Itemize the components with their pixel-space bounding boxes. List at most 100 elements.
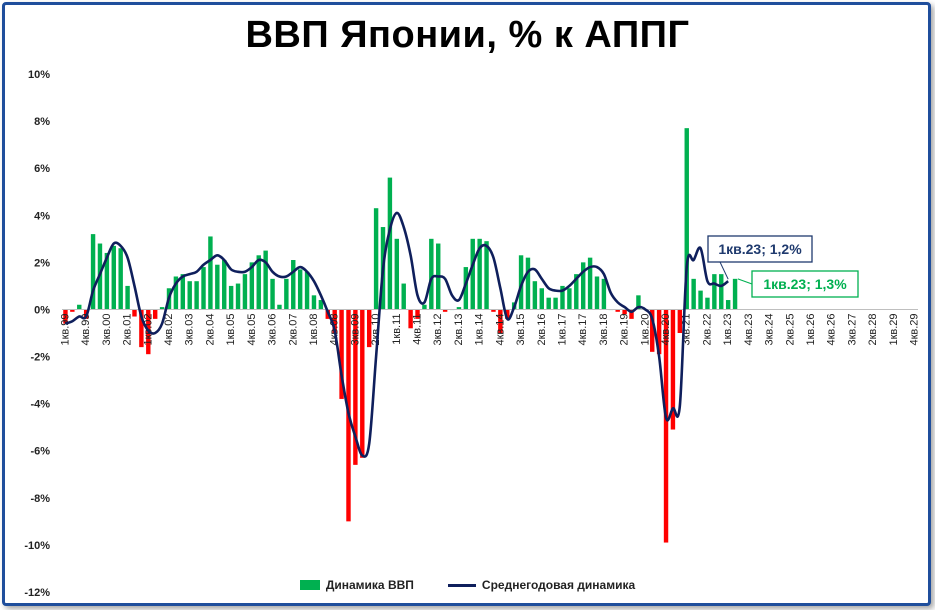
bar: [484, 241, 489, 310]
y-tick-label: -10%: [24, 540, 50, 552]
bar: [201, 267, 206, 310]
bar: [546, 297, 551, 310]
callout-box-bars: [751, 270, 859, 298]
y-tick-label: -12%: [24, 587, 50, 599]
bar: [636, 295, 641, 310]
bar: [601, 278, 607, 310]
bar: [70, 309, 75, 312]
bar: [539, 288, 544, 310]
bar: [125, 285, 130, 310]
x-tick-label: 2кв.25: [784, 313, 796, 345]
y-tick-label: 0%: [34, 304, 50, 316]
x-tick-label: 1кв.05: [225, 313, 237, 345]
bar: [712, 274, 717, 310]
bar: [387, 177, 393, 310]
bar: [491, 309, 496, 312]
bar: [463, 267, 469, 310]
bar: [63, 309, 68, 324]
x-tick-label: 3кв.24: [764, 313, 776, 345]
bar: [194, 281, 199, 310]
x-tick-label: 2кв.04: [204, 313, 216, 345]
series-line-average: [65, 211, 729, 458]
bar: [622, 309, 627, 315]
x-tick-label: 2кв.22: [701, 313, 713, 345]
x-tick-label: 4кв.99: [80, 313, 92, 345]
bar: [118, 248, 123, 310]
bar: [235, 283, 241, 310]
x-tick-label: 1кв.20: [639, 313, 651, 345]
x-tick-label: 1кв.08: [308, 313, 320, 345]
bar: [525, 257, 531, 310]
bar: [366, 309, 372, 348]
legend-label-line: Среднегодовая динамика: [481, 578, 636, 592]
bar: [353, 309, 358, 465]
bar: [311, 295, 317, 310]
bar: [284, 278, 289, 310]
bar: [470, 238, 475, 310]
callout-box-line: [707, 235, 813, 263]
x-tick-label: 3кв.09: [349, 313, 361, 345]
bar: [408, 309, 413, 329]
bar: [422, 304, 427, 310]
x-tick-label: 3кв.18: [598, 313, 610, 345]
x-tick-label: 3кв.06: [267, 313, 279, 345]
bar: [332, 309, 337, 333]
bar: [629, 309, 634, 319]
bar: [456, 307, 462, 310]
x-tick-label: 1кв.29: [888, 313, 900, 345]
x-tick-label: 3кв.00: [101, 313, 113, 345]
bar: [394, 238, 400, 310]
bar: [698, 290, 703, 310]
bar: [77, 304, 82, 310]
bar: [477, 238, 482, 310]
bar: [580, 262, 586, 310]
x-tick-label: 4кв.05: [246, 313, 258, 345]
x-tick-label: 1кв.26: [805, 313, 817, 345]
bar: [401, 283, 406, 310]
bar: [339, 309, 344, 399]
bar: [594, 276, 600, 310]
x-tick-label: 4кв.17: [577, 313, 589, 345]
bar: [650, 309, 655, 352]
bar: [684, 128, 689, 310]
x-tick-label: 2кв.19: [619, 313, 631, 345]
legend-item-bars: Динамика ВВП: [299, 578, 414, 592]
bar: [180, 274, 186, 310]
bar: [208, 236, 213, 310]
bar: [360, 309, 365, 458]
bar: [719, 274, 724, 310]
x-tick-label: 1кв.14: [474, 313, 486, 345]
callout-leader-line: [719, 261, 729, 280]
bar: [498, 309, 503, 333]
bar: [553, 297, 558, 310]
y-tick-label: 8%: [34, 116, 50, 128]
callout-label-line: 1кв.23; 1,2%: [718, 241, 802, 257]
bar: [505, 309, 510, 319]
bar: [159, 307, 165, 310]
bar: [318, 300, 324, 310]
bar: [277, 304, 282, 310]
bar: [615, 309, 620, 312]
x-tick-label: 1кв.23: [722, 313, 734, 345]
x-tick-label: 3кв.27: [846, 313, 858, 345]
bar: [442, 309, 448, 312]
bar: [691, 278, 696, 310]
bar: [560, 285, 565, 310]
bar: [173, 276, 179, 310]
bar: [297, 269, 303, 310]
x-tick-label: 3кв.15: [515, 313, 527, 345]
bar: [263, 250, 268, 310]
x-tick-label: 4кв.14: [494, 313, 506, 345]
bar: [291, 260, 296, 310]
y-tick-label: 6%: [34, 163, 50, 175]
chart-legend: Динамика ВВП Среднегодовая динамика: [0, 578, 935, 592]
y-tick-label: -8%: [30, 493, 50, 505]
x-tick-label: 2кв.01: [122, 313, 134, 345]
callout-label-bars: 1кв.23; 1,3%: [763, 276, 847, 292]
y-tick-label: 4%: [34, 210, 50, 222]
bar: [215, 264, 220, 310]
bar: [256, 255, 261, 310]
bar: [104, 252, 110, 310]
x-tick-label: 2кв.07: [287, 313, 299, 345]
